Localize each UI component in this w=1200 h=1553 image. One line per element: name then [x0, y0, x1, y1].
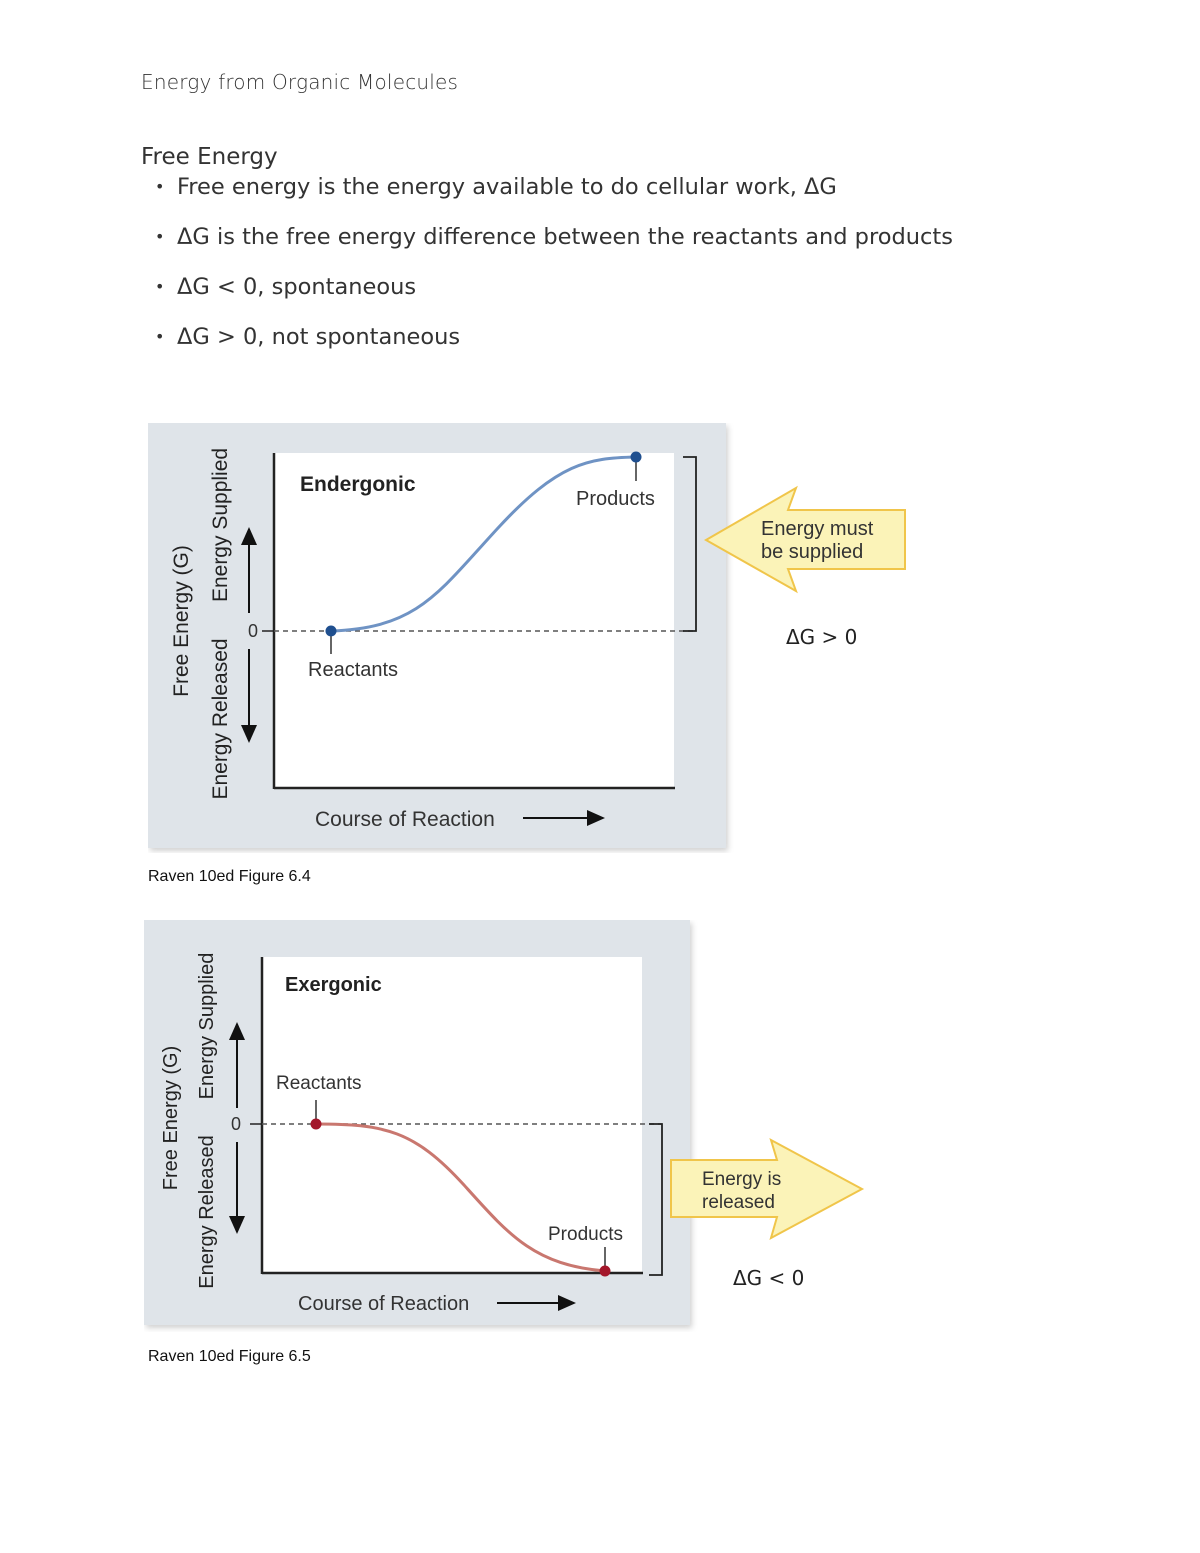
reactants-point	[310, 1118, 322, 1130]
energy-released-callout-arrow	[670, 1137, 865, 1241]
reactants-label: Reactants	[308, 659, 398, 681]
bullet-item: ΔG < 0, spontaneous	[155, 272, 953, 322]
y-axis-label: Free Energy (G)	[160, 1046, 182, 1190]
energy-released-label: Energy Released	[209, 638, 232, 799]
plot-area	[262, 957, 642, 1273]
figure-caption: Raven 10ed Figure 6.5	[148, 1348, 311, 1365]
reactants-point	[325, 625, 337, 637]
section-heading: Free Energy	[141, 144, 278, 170]
bullet-list: Free energy is the energy available to d…	[155, 172, 953, 372]
exergonic-diagram: 0 Free Energy (G) Energy Supplied Energy…	[144, 920, 865, 1325]
exergonic-figure: 0 Free Energy (G) Energy Supplied Energy…	[144, 920, 874, 1332]
reaction-curve	[330, 455, 637, 633]
products-label: Products	[576, 488, 655, 510]
products-point	[630, 451, 642, 463]
delta-g-bracket	[649, 1123, 663, 1276]
delta-g-negative: ΔG < 0	[733, 1266, 805, 1290]
figure-caption: Raven 10ed Figure 6.4	[148, 868, 311, 885]
endergonic-diagram: 0 Free Energy (G) Energy Supplied Energy…	[148, 423, 906, 848]
energy-released-label: Energy Released	[196, 1135, 218, 1288]
callout-text-line2: released	[702, 1192, 775, 1213]
bullet-item: ΔG > 0, not spontaneous	[155, 322, 953, 372]
zero-label: 0	[231, 1114, 241, 1134]
callout-text-line1: Energy is	[702, 1169, 781, 1190]
plot-area	[274, 453, 674, 788]
x-axis-label: Course of Reaction	[298, 1293, 469, 1315]
delta-g-positive: ΔG > 0	[786, 625, 858, 649]
energy-supplied-label: Energy Supplied	[196, 953, 218, 1100]
callout-text-line2: be supplied	[761, 541, 863, 563]
energy-supplied-label: Energy Supplied	[209, 448, 232, 602]
endergonic-figure: 0 Free Energy (G) Energy Supplied Energy…	[148, 423, 908, 853]
y-axis-label: Free Energy (G)	[170, 545, 193, 697]
x-axis-label: Course of Reaction	[315, 808, 495, 831]
products-point	[599, 1265, 611, 1277]
reaction-curve	[315, 1122, 606, 1273]
products-label: Products	[548, 1224, 623, 1245]
document-title: Energy from Organic Molecules	[141, 70, 459, 94]
reactants-label: Reactants	[276, 1073, 362, 1094]
energy-supplied-callout-arrow	[703, 485, 906, 594]
zero-label: 0	[248, 621, 258, 641]
chart-title: Endergonic	[300, 473, 416, 496]
bullet-item: ΔG is the free energy difference between…	[155, 222, 953, 272]
bullet-item: Free energy is the energy available to d…	[155, 172, 953, 222]
callout-text-line1: Energy must	[761, 518, 874, 540]
chart-title: Exergonic	[285, 974, 382, 996]
delta-g-bracket	[683, 456, 697, 632]
